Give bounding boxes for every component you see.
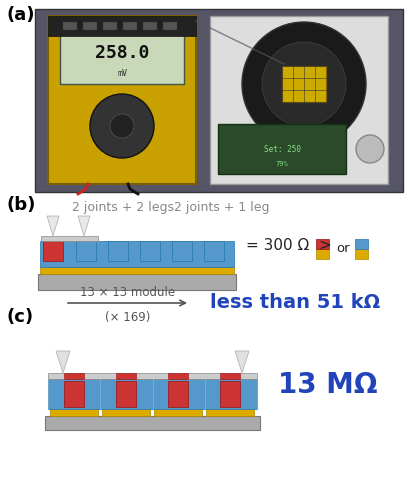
Text: 13 MΩ: 13 MΩ <box>278 371 377 399</box>
Bar <box>316 249 329 259</box>
Text: 258.0: 258.0 <box>95 44 149 62</box>
Bar <box>35 9 403 192</box>
Bar <box>48 16 196 184</box>
Bar <box>282 66 326 102</box>
Bar <box>103 22 117 30</box>
Bar <box>48 379 257 409</box>
Bar <box>123 22 137 30</box>
Circle shape <box>110 114 134 138</box>
Bar <box>40 267 234 274</box>
Bar <box>43 241 63 261</box>
Bar <box>206 409 254 416</box>
Text: Set: 250: Set: 250 <box>264 144 301 154</box>
Bar <box>218 124 346 174</box>
Bar <box>116 373 136 379</box>
Circle shape <box>262 42 346 126</box>
Bar <box>50 409 98 416</box>
Bar <box>168 373 188 379</box>
Bar <box>220 373 240 379</box>
Bar <box>48 16 196 36</box>
Circle shape <box>90 94 154 158</box>
Bar <box>154 409 202 416</box>
Bar <box>355 239 368 249</box>
Bar <box>108 241 128 261</box>
Bar <box>48 373 257 379</box>
Text: or: or <box>336 242 350 256</box>
Bar <box>45 416 260 430</box>
Bar <box>41 236 98 241</box>
Bar <box>64 381 84 407</box>
Polygon shape <box>78 216 90 236</box>
Bar <box>102 409 150 416</box>
Text: 79%: 79% <box>276 161 288 167</box>
Text: (a): (a) <box>6 6 35 24</box>
Polygon shape <box>235 351 249 373</box>
Text: (c): (c) <box>6 308 33 326</box>
Text: mV: mV <box>117 70 127 78</box>
Bar <box>163 22 177 30</box>
Text: (× 169): (× 169) <box>105 311 150 324</box>
Text: 2 joints + 1 leg: 2 joints + 1 leg <box>175 201 270 214</box>
Bar <box>172 241 192 261</box>
Bar <box>143 22 157 30</box>
Text: less than 51 kΩ: less than 51 kΩ <box>210 294 380 312</box>
Bar <box>316 239 329 249</box>
Bar <box>38 274 236 290</box>
Polygon shape <box>47 216 59 236</box>
Polygon shape <box>56 351 70 373</box>
Text: 13 × 13 module: 13 × 13 module <box>80 286 175 299</box>
Bar <box>210 16 388 184</box>
Text: = 300 Ω  >: = 300 Ω > <box>246 238 332 254</box>
Text: 2 joints + 2 legs: 2 joints + 2 legs <box>72 201 174 214</box>
Bar <box>116 381 136 407</box>
Bar <box>220 381 240 407</box>
Bar <box>40 241 234 267</box>
Bar <box>355 249 368 259</box>
Circle shape <box>242 22 366 146</box>
Bar <box>204 241 224 261</box>
Bar <box>168 381 188 407</box>
Bar <box>76 241 96 261</box>
Bar <box>63 22 77 30</box>
Bar <box>83 22 97 30</box>
Bar <box>64 373 84 379</box>
Circle shape <box>356 135 384 163</box>
Text: (b): (b) <box>6 196 35 214</box>
Bar <box>140 241 160 261</box>
Bar <box>60 32 184 84</box>
